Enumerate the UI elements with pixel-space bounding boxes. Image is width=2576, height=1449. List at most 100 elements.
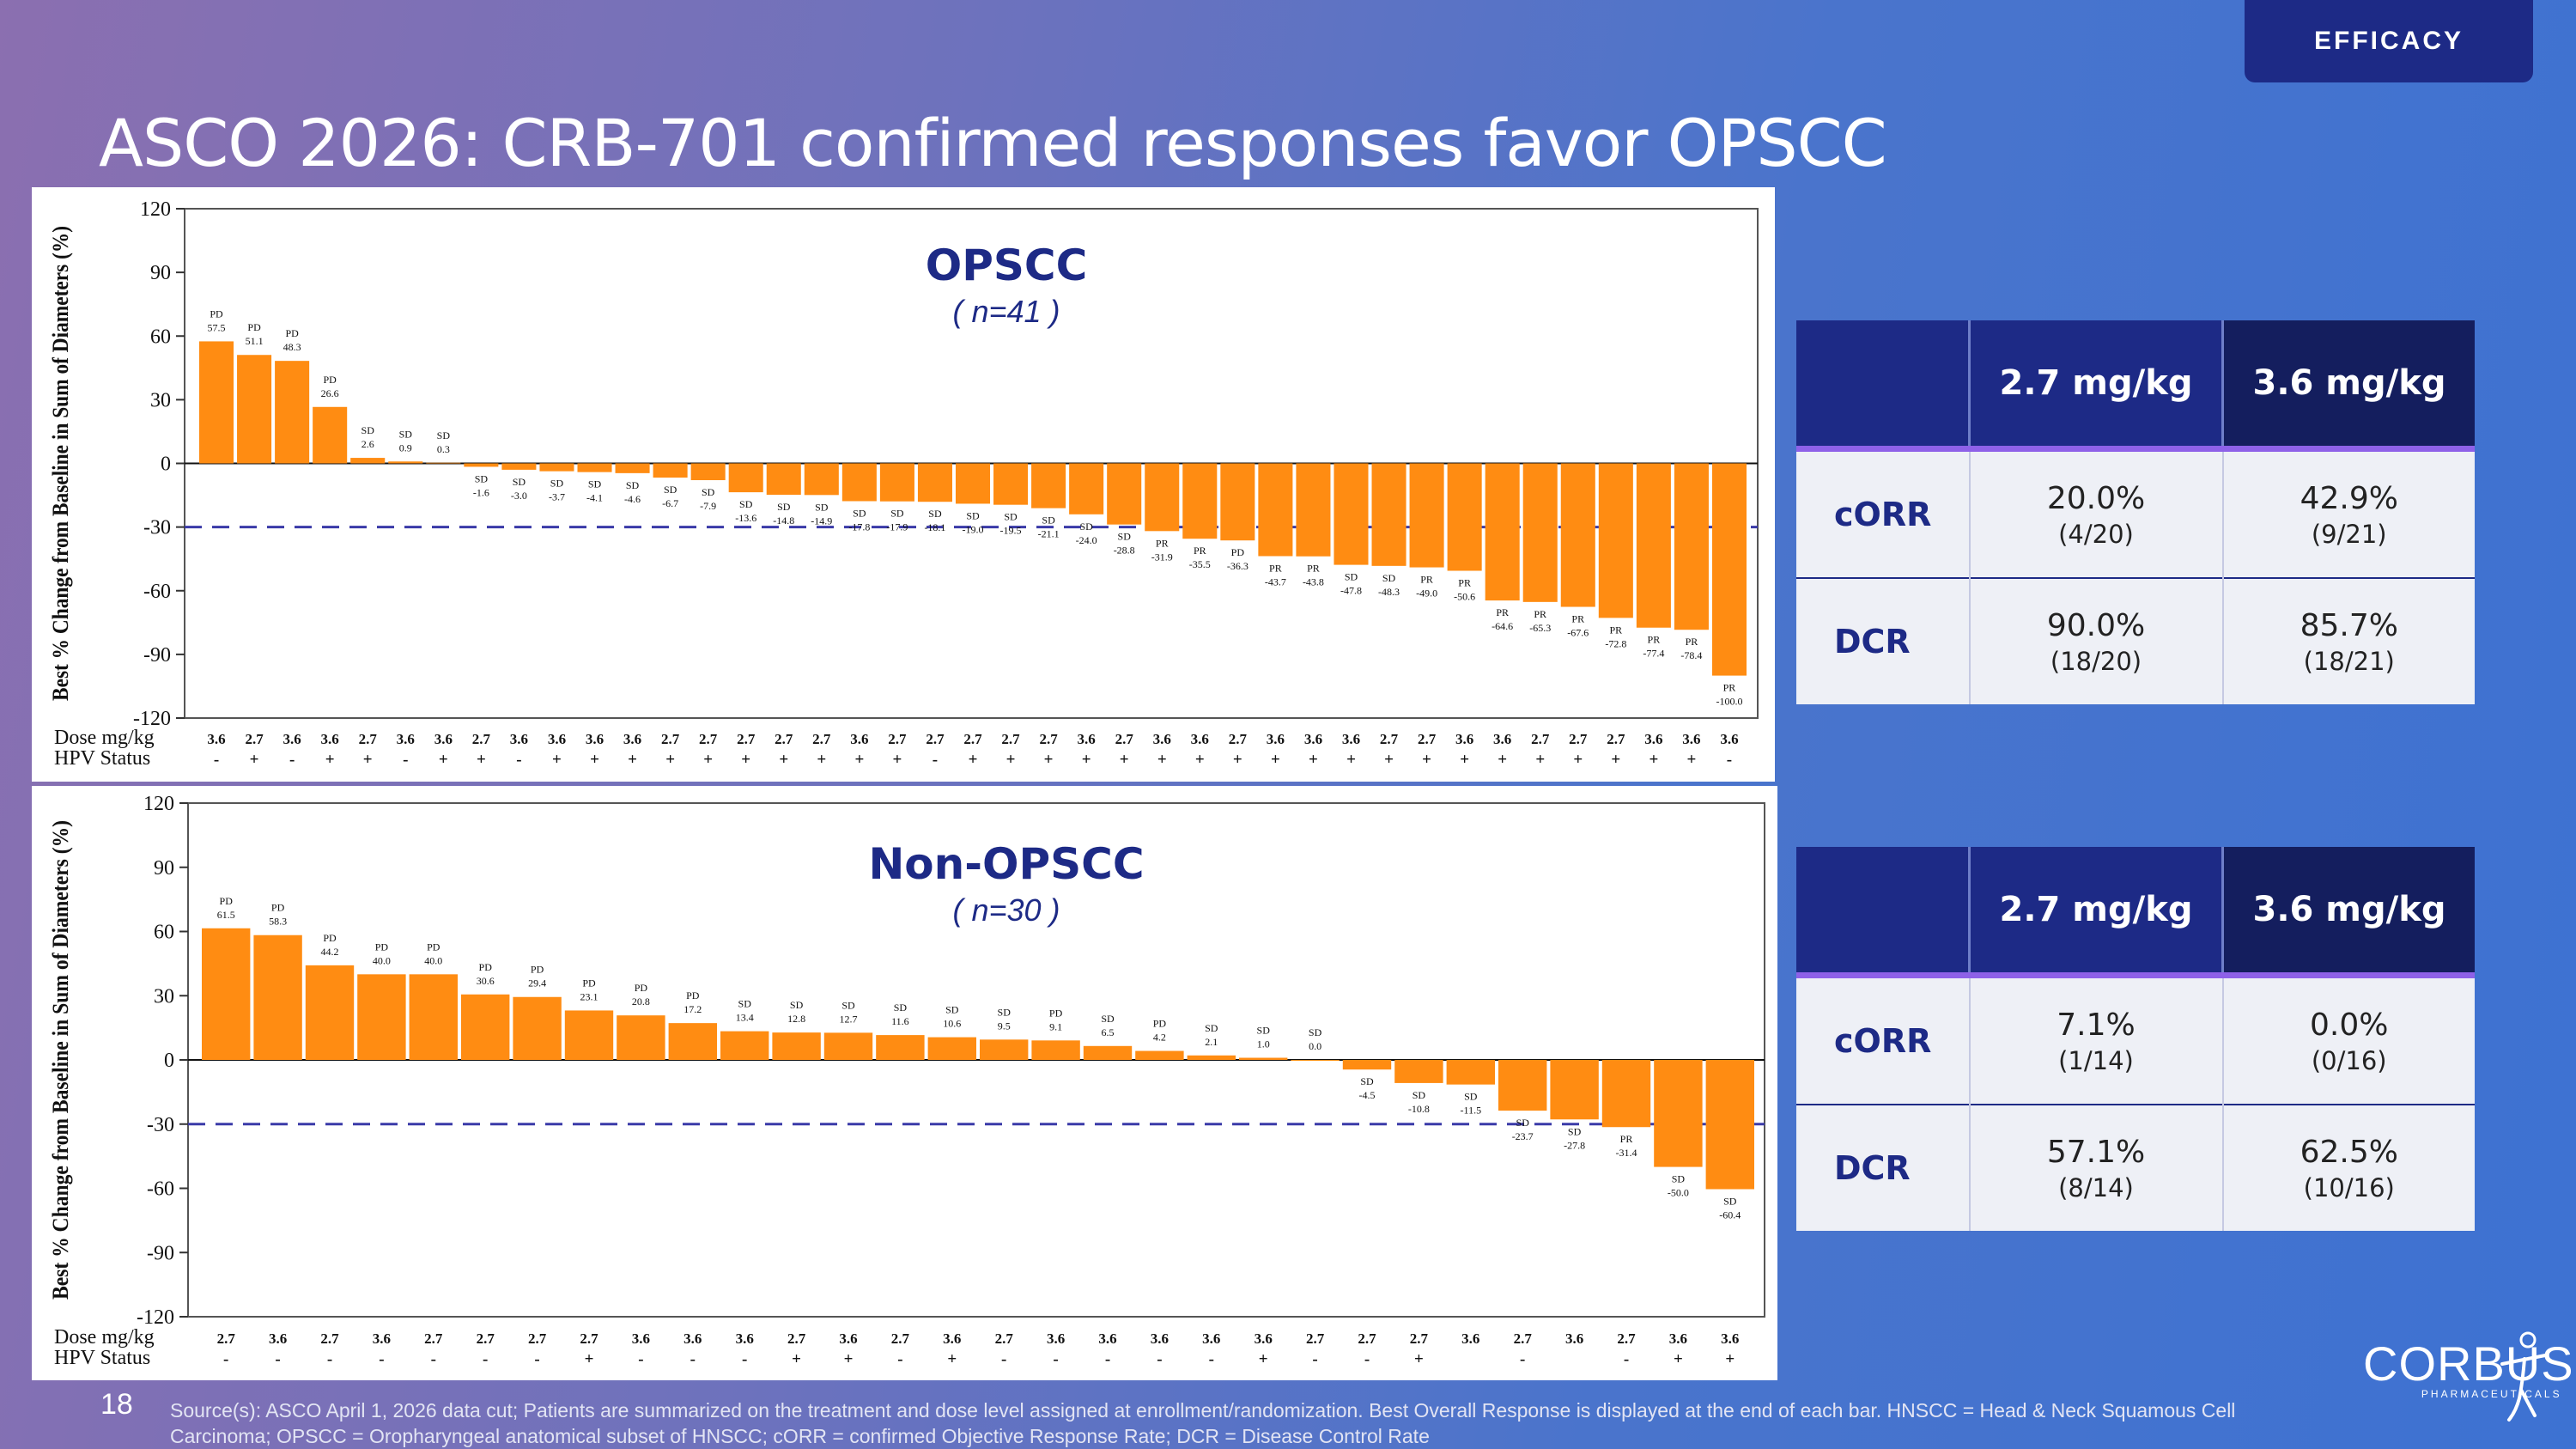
waterfall-bar <box>388 461 423 464</box>
waterfall-bar <box>772 1032 821 1060</box>
hpv-row-label: HPV Status <box>54 747 150 770</box>
waterfall-bar <box>668 1023 717 1060</box>
y-tick-label: 30 <box>150 389 171 411</box>
hpv-value: - <box>379 1350 384 1368</box>
dose-value: 3.6 <box>269 1330 287 1347</box>
y-tick-label: 90 <box>150 262 171 284</box>
waterfall-bar <box>804 463 839 496</box>
waterfall-bar <box>1342 1060 1392 1070</box>
bar-value-label: -77.4 <box>1643 648 1664 660</box>
hpv-value: - <box>275 1350 280 1368</box>
bar-value-label: -31.9 <box>1151 551 1173 563</box>
waterfall-bar <box>577 463 612 472</box>
waterfall-bar <box>1705 1060 1754 1190</box>
bar-value-label: 12.8 <box>787 1013 805 1025</box>
bar-value-label: 58.3 <box>269 916 287 928</box>
non-opscc-response-table: 2.7 mg/kg 3.6 mg/kg cORR 7.1% (1/14) 0.0%… <box>1796 847 2475 1231</box>
waterfall-bar <box>513 996 562 1060</box>
y-tick-label: 0 <box>164 1050 174 1072</box>
bar-value-label: -43.7 <box>1265 575 1286 588</box>
bar-response-label: SD <box>437 429 451 441</box>
dose-value: 3.6 <box>1151 1330 1169 1347</box>
dose-value: 3.6 <box>1644 731 1662 747</box>
non-opscc-waterfall-chart: 120 90 60 30 0 -30 -60 -90 -120 Best % Change fro… <box>48 793 1765 1369</box>
non-opscc-chart-title: Non-OPSCC <box>868 839 1145 889</box>
bar-value-label: -50.6 <box>1454 591 1475 603</box>
hpv-value: + <box>1460 751 1469 769</box>
hpv-value: - <box>516 751 521 769</box>
bar-response-label: SD <box>1079 521 1093 533</box>
bar-value-label: -11.5 <box>1461 1105 1482 1117</box>
dose-value: 2.7 <box>995 1330 1014 1347</box>
bar-value-label: 4.2 <box>1153 1032 1166 1044</box>
hpv-value: - <box>289 751 295 769</box>
hpv-value: - <box>1727 751 1732 769</box>
bar-response-label: SD <box>1568 1125 1582 1137</box>
hpv-value: + <box>1195 751 1205 769</box>
bar-value-label: 2.1 <box>1205 1036 1218 1048</box>
bar-response-label: PR <box>1620 1133 1633 1145</box>
dose-value: 2.7 <box>1410 1330 1429 1347</box>
dose-value: 3.6 <box>1565 1330 1583 1347</box>
hpv-value: + <box>892 751 902 769</box>
bar-value-label: 30.6 <box>477 975 495 987</box>
hpv-value: - <box>897 1350 902 1368</box>
opscc-chart-heading: OPSCC ( n=41 ) <box>848 240 1165 330</box>
dose-value: 2.7 <box>1569 731 1588 747</box>
waterfall-bar <box>917 463 952 502</box>
dose-value: 3.6 <box>321 731 339 747</box>
hpv-value: + <box>1006 751 1016 769</box>
bar-value-label: 44.2 <box>321 946 339 958</box>
dose-value: 3.6 <box>1682 731 1700 747</box>
dose-value: 2.7 <box>1418 731 1437 747</box>
dose-header-3-6: 3.6 mg/kg <box>2221 847 2475 976</box>
bar-response-label: SD <box>777 501 791 513</box>
bar-value-label: -27.8 <box>1564 1139 1585 1151</box>
hpv-value: - <box>933 751 938 769</box>
dose-value: 2.7 <box>1617 1330 1636 1347</box>
hpv-value: + <box>477 751 486 769</box>
dose-value: 3.6 <box>283 731 301 747</box>
bar-value-label: 9.5 <box>998 1020 1011 1032</box>
bar-response-label: PD <box>1153 1018 1167 1030</box>
hpv-value: - <box>742 1350 747 1368</box>
waterfall-bar <box>1654 1060 1703 1167</box>
hpv-value: + <box>1725 1350 1735 1368</box>
bar-response-label: PR <box>1609 624 1622 636</box>
page-number: 18 <box>100 1388 133 1421</box>
bar-value-label: -31.4 <box>1616 1147 1637 1159</box>
cell-value: 20.0% <box>2046 480 2146 516</box>
waterfall-bar <box>1485 463 1520 601</box>
hpv-value: + <box>703 751 713 769</box>
cell-fraction: (0/16) <box>2311 1045 2387 1075</box>
dose-value: 3.6 <box>1720 731 1738 747</box>
bar-value-label: -47.8 <box>1340 585 1362 597</box>
dose-value: 2.7 <box>320 1330 339 1347</box>
bar-response-label: SD <box>928 508 942 520</box>
waterfall-bar <box>653 463 688 478</box>
bar-response-label: SD <box>790 999 804 1011</box>
waterfall-bar <box>955 463 991 504</box>
bar-response-label: SD <box>738 998 752 1010</box>
dose-value: 3.6 <box>1078 731 1096 747</box>
bar-response-label: SD <box>361 424 375 436</box>
bar-value-label: -17.8 <box>848 521 870 533</box>
bar-value-label: -17.9 <box>886 521 908 533</box>
bar-response-label: SD <box>588 478 602 490</box>
dcr-2-7-cell: 90.0% (18/20) <box>1968 577 2223 704</box>
y-tick-label: 120 <box>140 198 171 221</box>
bar-value-label: -28.8 <box>1114 545 1135 557</box>
hpv-value: + <box>779 751 788 769</box>
hpv-value: + <box>1044 751 1054 769</box>
waterfall-bar <box>426 462 461 464</box>
bar-value-label: 51.1 <box>246 335 264 347</box>
dose-value: 2.7 <box>472 731 491 747</box>
figure-logo-icon <box>2500 1331 2547 1422</box>
dose-value: 3.6 <box>1255 1330 1273 1347</box>
bar-response-label: SD <box>1101 1013 1115 1025</box>
opscc-waterfall-chart: 120 90 60 30 0 -30 -60 -90 -120 Best % Change fro… <box>48 198 1759 770</box>
hpv-value: - <box>1053 1350 1058 1368</box>
waterfall-bar <box>766 463 801 496</box>
bar-value-label: 40.0 <box>373 954 391 966</box>
dose-value: 3.6 <box>623 731 641 747</box>
